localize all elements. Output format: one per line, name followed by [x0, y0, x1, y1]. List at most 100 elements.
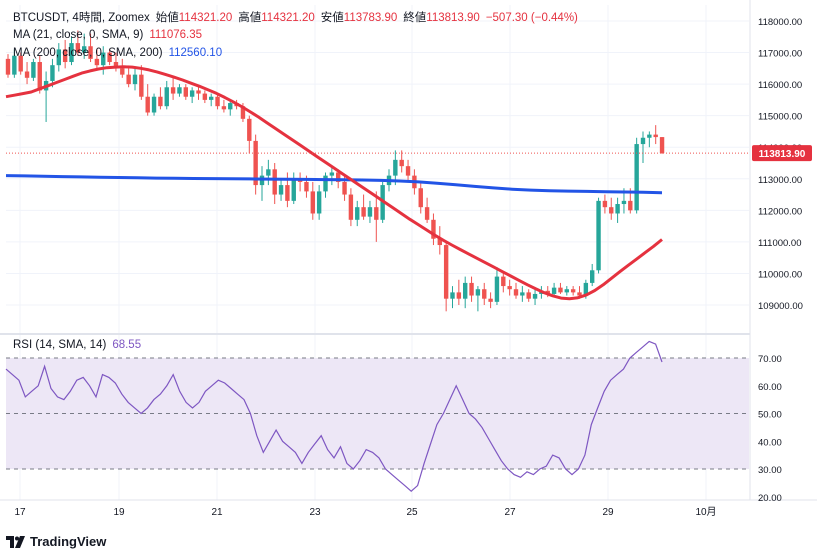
- candle[interactable]: [520, 286, 525, 302]
- candle[interactable]: [164, 80, 169, 110]
- candle[interactable]: [266, 159, 271, 186]
- candle[interactable]: [316, 185, 322, 220]
- candle[interactable]: [602, 194, 608, 214]
- candle[interactable]: [158, 87, 163, 110]
- candle[interactable]: [475, 286, 481, 312]
- candle[interactable]: [507, 279, 512, 296]
- candle[interactable]: [443, 241, 449, 312]
- candle[interactable]: [209, 93, 214, 107]
- candle[interactable]: [329, 166, 335, 186]
- candle[interactable]: [170, 77, 176, 100]
- candle[interactable]: [297, 172, 303, 192]
- candle[interactable]: [609, 197, 614, 220]
- candle[interactable]: [132, 68, 138, 91]
- candle[interactable]: [323, 172, 328, 198]
- tradingview-brand[interactable]: TradingView: [6, 534, 106, 549]
- candle[interactable]: [494, 267, 500, 305]
- candle[interactable]: [69, 36, 74, 66]
- candle[interactable]: [139, 65, 144, 100]
- candle[interactable]: [88, 33, 93, 63]
- candle[interactable]: [107, 49, 112, 66]
- rsi-legend[interactable]: RSI (14, SMA, 14) 68.55: [13, 339, 147, 351]
- candle[interactable]: [221, 99, 227, 113]
- candle[interactable]: [431, 213, 436, 246]
- candle[interactable]: [5, 54, 11, 78]
- candle[interactable]: [82, 33, 87, 59]
- candle[interactable]: [126, 68, 131, 88]
- candle[interactable]: [405, 159, 411, 182]
- candle[interactable]: [24, 62, 30, 85]
- candle[interactable]: [101, 46, 106, 75]
- candle[interactable]: [590, 263, 595, 287]
- candle[interactable]: [75, 30, 81, 56]
- candle[interactable]: [374, 191, 379, 242]
- candle[interactable]: [393, 150, 398, 186]
- candle[interactable]: [278, 178, 284, 201]
- candle[interactable]: [291, 172, 296, 205]
- candle[interactable]: [418, 181, 423, 214]
- candle[interactable]: [310, 181, 315, 220]
- ma21-legend[interactable]: MA (21, close, 0, SMA, 9) 111076.35: [13, 29, 208, 41]
- candle[interactable]: [424, 197, 430, 223]
- candle[interactable]: [361, 194, 366, 220]
- rsi-axis[interactable]: 70.00 60.00 50.00 40.00 30.00 20.00: [758, 354, 782, 504]
- candle[interactable]: [228, 99, 233, 116]
- candle[interactable]: [558, 282, 563, 294]
- candle[interactable]: [596, 197, 601, 274]
- candle[interactable]: [215, 93, 220, 110]
- candle[interactable]: [348, 188, 354, 227]
- ma21-line[interactable]: [5, 65, 663, 301]
- candle[interactable]: [183, 84, 188, 100]
- price-axis[interactable]: 118000.00117000.00116000.00115000.001140…: [758, 17, 803, 312]
- candle[interactable]: [501, 273, 506, 293]
- candle[interactable]: [43, 71, 49, 122]
- candle[interactable]: [272, 163, 277, 205]
- candle[interactable]: [145, 84, 150, 116]
- candle[interactable]: [659, 137, 665, 155]
- candle[interactable]: [450, 286, 455, 309]
- candle[interactable]: [18, 52, 23, 75]
- ma200-line[interactable]: [5, 174, 663, 195]
- candle-body: [494, 276, 500, 302]
- candle[interactable]: [62, 39, 68, 69]
- candle[interactable]: [564, 286, 569, 296]
- candle[interactable]: [31, 58, 36, 81]
- candle[interactable]: [463, 276, 468, 309]
- candle[interactable]: [488, 292, 493, 309]
- candle[interactable]: [94, 49, 100, 69]
- candle[interactable]: [634, 137, 639, 214]
- ma200-legend[interactable]: MA (200, close, 0, SMA, 200) 112560.10: [13, 47, 228, 59]
- candle[interactable]: [526, 289, 531, 302]
- time-axis[interactable]: 17 19 21 23 25 27 29 10月: [14, 506, 716, 518]
- candle[interactable]: [189, 87, 195, 104]
- candle[interactable]: [513, 282, 519, 299]
- candle[interactable]: [196, 87, 201, 100]
- symbol-legend[interactable]: BTCUSDT, 4時間, Zoomex 始値114321.20 高値114321.…: [13, 9, 584, 25]
- candle[interactable]: [56, 43, 61, 72]
- candle[interactable]: [151, 93, 157, 116]
- candle[interactable]: [653, 125, 658, 145]
- candle[interactable]: [202, 90, 208, 104]
- candle[interactable]: [285, 172, 290, 208]
- candle[interactable]: [570, 286, 576, 296]
- candle[interactable]: [367, 200, 373, 223]
- candle[interactable]: [615, 197, 620, 223]
- rsi-line[interactable]: [5, 340, 663, 492]
- candle[interactable]: [640, 131, 646, 163]
- candle[interactable]: [247, 115, 252, 154]
- candle[interactable]: [437, 226, 442, 255]
- candle[interactable]: [355, 200, 360, 227]
- candle[interactable]: [259, 166, 265, 201]
- candle[interactable]: [647, 131, 652, 148]
- candle[interactable]: [177, 84, 182, 97]
- candle[interactable]: [12, 49, 17, 78]
- candle[interactable]: [253, 134, 258, 195]
- candle[interactable]: [482, 282, 487, 305]
- candle[interactable]: [469, 276, 474, 302]
- candle[interactable]: [532, 289, 538, 305]
- candle[interactable]: [399, 150, 404, 173]
- candles[interactable]: [5, 30, 665, 312]
- candle-body: [647, 134, 652, 138]
- candle[interactable]: [456, 279, 462, 305]
